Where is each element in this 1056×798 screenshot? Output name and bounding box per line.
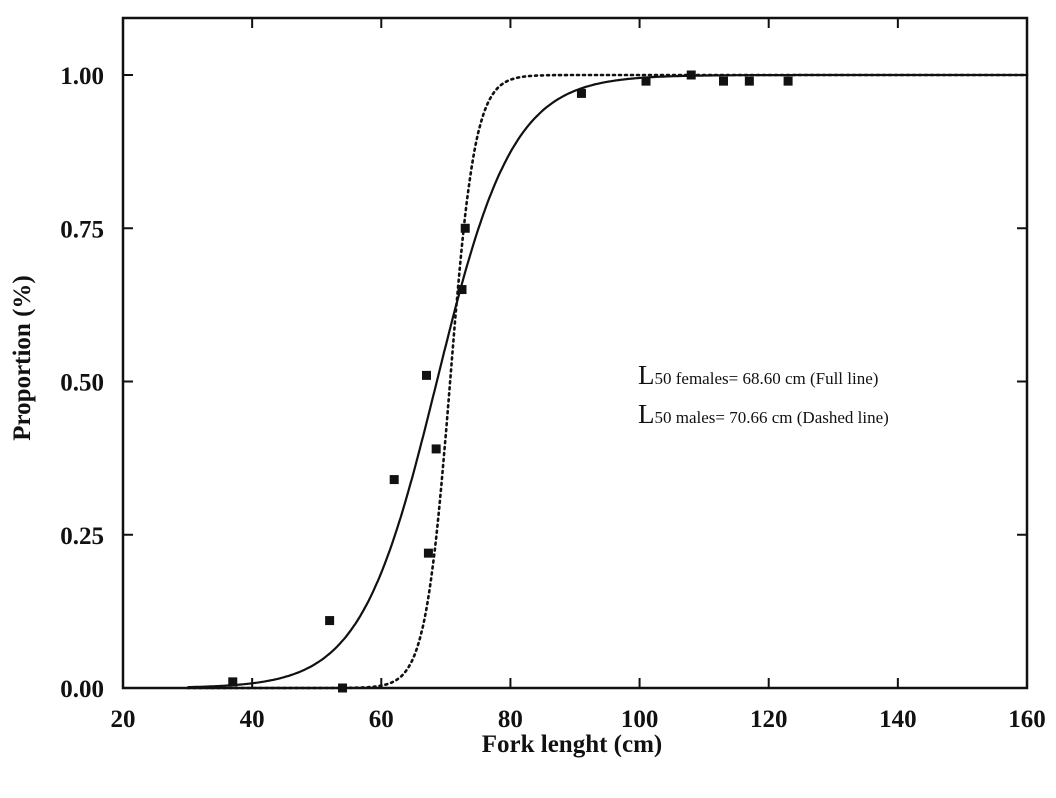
females-fit-curve [187,73,1027,689]
y-axis-title: Proportion (%) [9,275,36,441]
annotation-males-text: males= 70.66 cm (Dashed line) [672,408,889,427]
y-tick-label: 0.75 [60,216,104,243]
plot-area-frame [121,16,1029,690]
annotation-females: L50 females= 68.60 cm (Full line) [638,360,878,390]
y-tick-label: 0.00 [60,676,104,703]
data-point [576,88,586,98]
annotation-males-subscript: 50 [655,408,672,427]
data-point [641,76,651,86]
x-tick-label: 40 [240,706,265,733]
data-point [719,76,729,86]
y-tick-label: 0.50 [60,370,104,397]
data-point [460,223,470,233]
y-tick-label: 0.25 [60,523,104,550]
x-axis-ticks: 20 40 60 80 100 120 140 160 [111,18,1046,733]
x-tick-label: 80 [498,706,523,733]
y-axis-ticks: 0.00 0.25 0.50 0.75 1.00 [60,63,1027,703]
y-tick-label: 1.00 [60,63,104,90]
data-point [338,683,348,693]
data-point [421,370,431,380]
fit-curves [186,73,1029,690]
x-tick-label: 60 [369,706,394,733]
x-tick-label: 160 [1008,706,1046,733]
data-point [423,548,433,558]
males-fit-curve [186,73,1029,690]
x-tick-label: 20 [111,706,136,733]
data-point [686,70,696,80]
annotation-males-symbol: L [638,399,655,429]
x-tick-label: 120 [750,706,788,733]
data-point [783,76,793,86]
data-point [744,76,754,86]
x-axis-title: Fork lenght (cm) [482,731,663,758]
annotation-females-symbol: L [638,360,655,390]
data-point [228,677,238,687]
data-point [431,444,441,454]
annotation-females-subscript: 50 [655,369,672,388]
x-tick-label: 100 [621,706,659,733]
annotation-females-text: females= 68.60 cm (Full line) [672,369,879,388]
data-point [325,616,335,626]
data-point [457,285,467,295]
x-tick-label: 140 [879,706,917,733]
annotation-males: L50 males= 70.66 cm (Dashed line) [638,399,889,429]
data-point [389,475,399,485]
data-points [228,70,793,693]
